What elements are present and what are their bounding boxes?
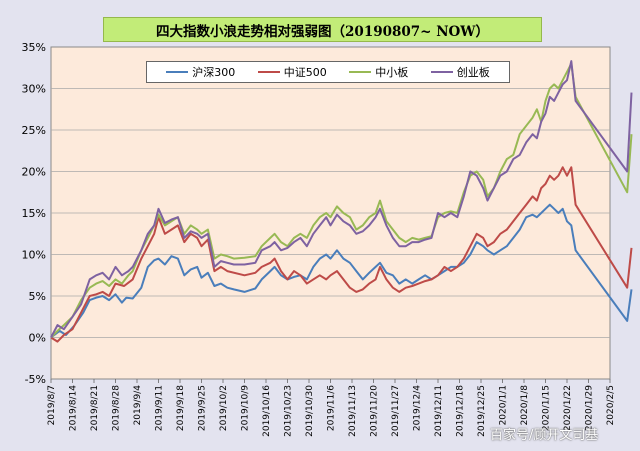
- x-tick-label: 2019/11/20: [370, 385, 380, 437]
- series-line-4: [50, 60, 633, 338]
- legend-swatch: [257, 71, 280, 73]
- legend-label: 中小板: [375, 66, 409, 79]
- x-tick-label: 2019/10/9: [241, 385, 251, 431]
- x-tick-label: 2020/1/15: [542, 385, 552, 431]
- legend-label: 创业板: [456, 66, 490, 79]
- legend-label: 中证500: [283, 66, 327, 79]
- legend-swatch: [166, 71, 189, 73]
- x-tick-label: 2020/1/8: [520, 385, 530, 426]
- y-tick-label: 10%: [22, 249, 46, 262]
- x-tick-label: 2019/10/16: [262, 385, 272, 437]
- y-tick-labels: -5% 0% 5% 10% 15% 20% 25% 30% 35%: [22, 41, 46, 386]
- legend-item: 中小板: [349, 64, 408, 80]
- y-tick-label: 20%: [22, 166, 46, 179]
- x-tick-label: 2019/8/28: [112, 385, 122, 431]
- y-tick-label: 35%: [22, 41, 46, 54]
- x-tick-label: 2019/8/21: [90, 385, 100, 431]
- x-tick-label: 2020/1/1: [499, 385, 509, 425]
- y-tick-label: 5%: [29, 290, 46, 303]
- chart-title: 四大指数小浪走势相对强弱图（20190807~ NOW）: [103, 17, 542, 42]
- x-tick-label: 2019/12/11: [434, 385, 444, 437]
- y-tick-label: 30%: [22, 83, 46, 96]
- y-tick-label: -5%: [25, 373, 46, 386]
- y-tick-label: 0%: [29, 332, 46, 345]
- y-tick-label: 25%: [22, 124, 46, 137]
- x-tick-label: 2019/8/7: [47, 385, 57, 425]
- series-line-2: [50, 166, 633, 343]
- legend-item: 沪深300: [166, 64, 235, 80]
- watermark: 百家号/顾开文司基: [490, 428, 599, 443]
- x-tick-label: 2019/12/25: [477, 385, 487, 437]
- series-lines: [50, 60, 633, 343]
- x-tick-label: 2019/12/18: [456, 385, 466, 437]
- x-tick-label: 2020/2/5: [606, 385, 616, 425]
- x-tick-label: 2019/9/18: [176, 385, 186, 431]
- x-tick-label: 2019/9/11: [155, 385, 165, 431]
- legend-swatch: [430, 71, 453, 73]
- legend-item: 创业板: [430, 64, 490, 80]
- x-tick-label: 2019/11/13: [348, 385, 358, 437]
- x-tick-label: 2019/8/14: [69, 385, 79, 431]
- y-tick-label: 15%: [22, 207, 46, 220]
- x-tick-label: 2019/10/2: [219, 385, 229, 431]
- series-line-3: [50, 62, 633, 339]
- grid-lines: [51, 88, 610, 338]
- x-tick-labels: 2019/8/7 2019/8/14 2019/8/21 2019/8/28 2019/…: [47, 379, 616, 437]
- x-tick-label: 2019/10/23: [284, 385, 294, 437]
- legend-label: 沪深300: [192, 66, 236, 79]
- x-tick-label: 2019/11/6: [327, 385, 337, 431]
- x-tick-label: 2019/9/4: [133, 385, 143, 426]
- legend: 沪深300 中证500 中小板 创业板: [146, 61, 510, 83]
- x-tick-label: 2019/11/27: [391, 385, 401, 437]
- x-tick-label: 2019/12/4: [413, 385, 423, 431]
- x-tick-label: 2020/1/22: [563, 385, 573, 431]
- series-line-1: [50, 203, 633, 339]
- x-tick-label: 2019/10/30: [305, 385, 315, 437]
- legend-item: 中证500: [257, 64, 327, 80]
- legend-swatch: [349, 71, 372, 73]
- x-tick-label: 2019/9/25: [198, 385, 208, 431]
- x-tick-label: 2020/1/29: [585, 385, 595, 431]
